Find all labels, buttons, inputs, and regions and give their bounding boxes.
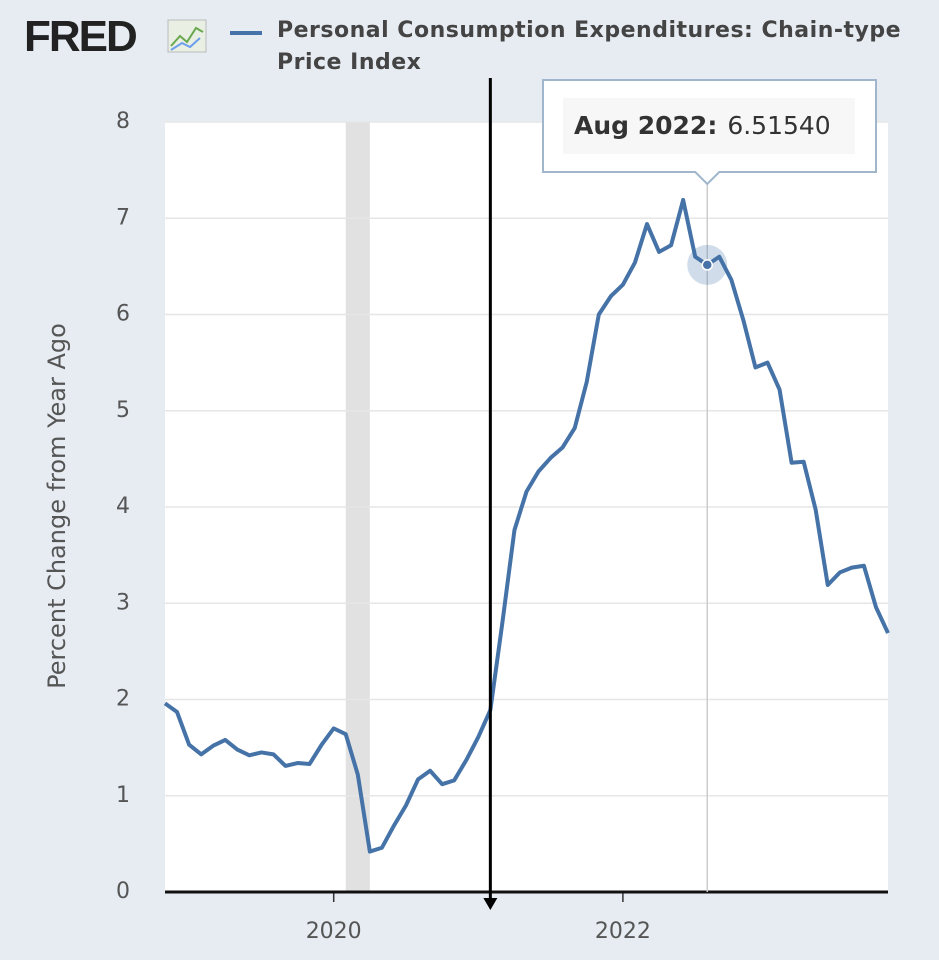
y-tick-label: 0 <box>116 879 130 904</box>
logo-icon <box>167 19 207 53</box>
hover-point <box>701 259 713 271</box>
data-line <box>163 197 890 854</box>
y-axis-title: Percent Change from Year Ago <box>43 323 71 689</box>
y-tick-label: 8 <box>116 109 130 134</box>
y-tick-label: 7 <box>116 205 130 230</box>
tooltip-text: Aug 2022: 6.51540 <box>574 111 831 140</box>
y-tick-label: 4 <box>116 494 130 519</box>
y-tick-label: 5 <box>116 398 130 423</box>
x-tick-label: 2020 <box>306 919 362 944</box>
annotation-arrow <box>483 898 498 910</box>
y-tick-label: 2 <box>116 687 130 712</box>
tooltip-value: 6.51540 <box>727 111 830 140</box>
tooltip-inner <box>563 98 855 154</box>
x-tick-label: 2022 <box>595 919 651 944</box>
y-tick-label: 3 <box>116 590 130 615</box>
legend-label: Personal Consumption Expenditures: Chain… <box>277 18 902 75</box>
tooltip: Aug 2022: 6.51540 <box>542 79 877 186</box>
y-tick-label: 6 <box>116 302 130 327</box>
y-tick-label: 1 <box>116 783 130 808</box>
tooltip-date: Aug 2022: <box>574 111 717 140</box>
logo: FRED <box>24 12 138 61</box>
